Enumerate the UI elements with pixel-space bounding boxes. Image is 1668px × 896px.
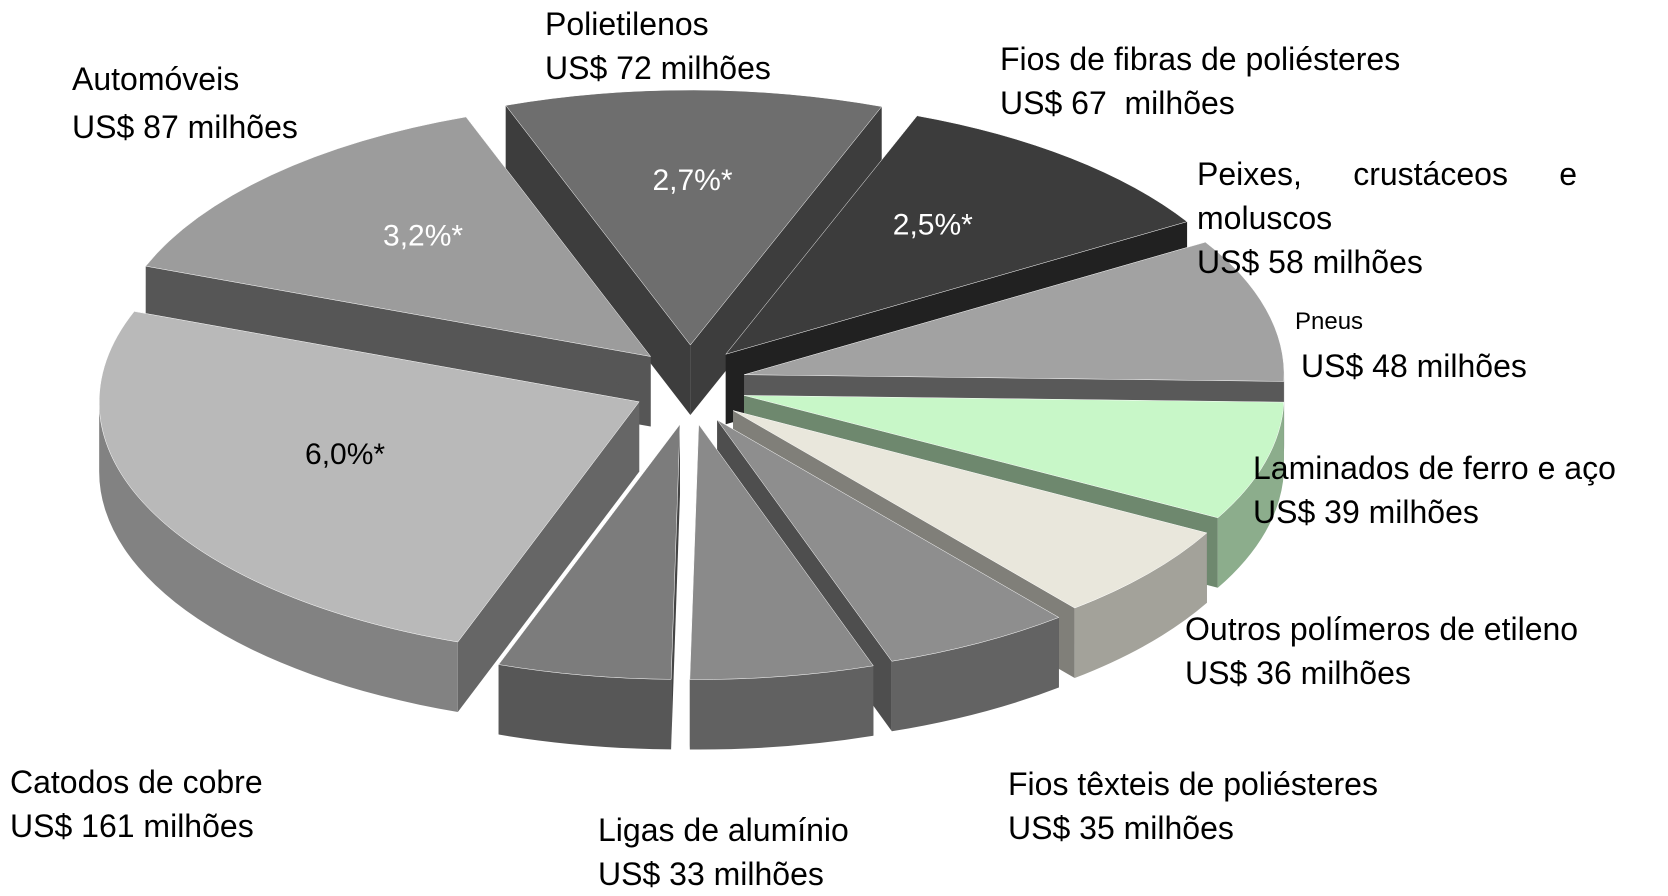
value-label: US$ 72 milhões [545, 46, 771, 90]
share-label: 2,7%* [652, 164, 732, 197]
value-label: US$ 161 milhões [10, 804, 263, 848]
value-label: US$ 67 milhões [1000, 81, 1400, 125]
category-name: Ligas de alumínio [598, 808, 849, 852]
value-label: US$ 87 milhões [72, 105, 298, 149]
share-label: 2,5%* [893, 208, 973, 241]
category-name: Outros polímeros de etileno [1185, 607, 1578, 651]
category-name: Fios de fibras de poliésteres [1000, 37, 1400, 81]
category-name: Laminados de ferro e aço [1253, 446, 1668, 490]
category-name: Automóveis [72, 57, 298, 101]
category-name: Fios têxteis de poliésteres [1008, 762, 1378, 806]
category-name: Peixes, crustáceos e moluscos [1197, 152, 1577, 240]
value-label: US$ 58 milhões [1197, 240, 1577, 284]
category-name: Polietilenos [545, 2, 771, 46]
share-label: 6,0%* [305, 438, 385, 471]
value-label: US$ 39 milhões [1253, 490, 1668, 534]
value-label: US$ 48 milhões [1295, 344, 1527, 388]
share-label: 3,2%* [383, 220, 463, 253]
value-label: US$ 33 milhões [598, 852, 849, 896]
category-name: Catodos de cobre [10, 760, 263, 804]
value-label: US$ 36 milhões [1185, 651, 1578, 695]
value-label: US$ 35 milhões [1008, 806, 1378, 850]
category-name: Pneus [1295, 300, 1527, 344]
